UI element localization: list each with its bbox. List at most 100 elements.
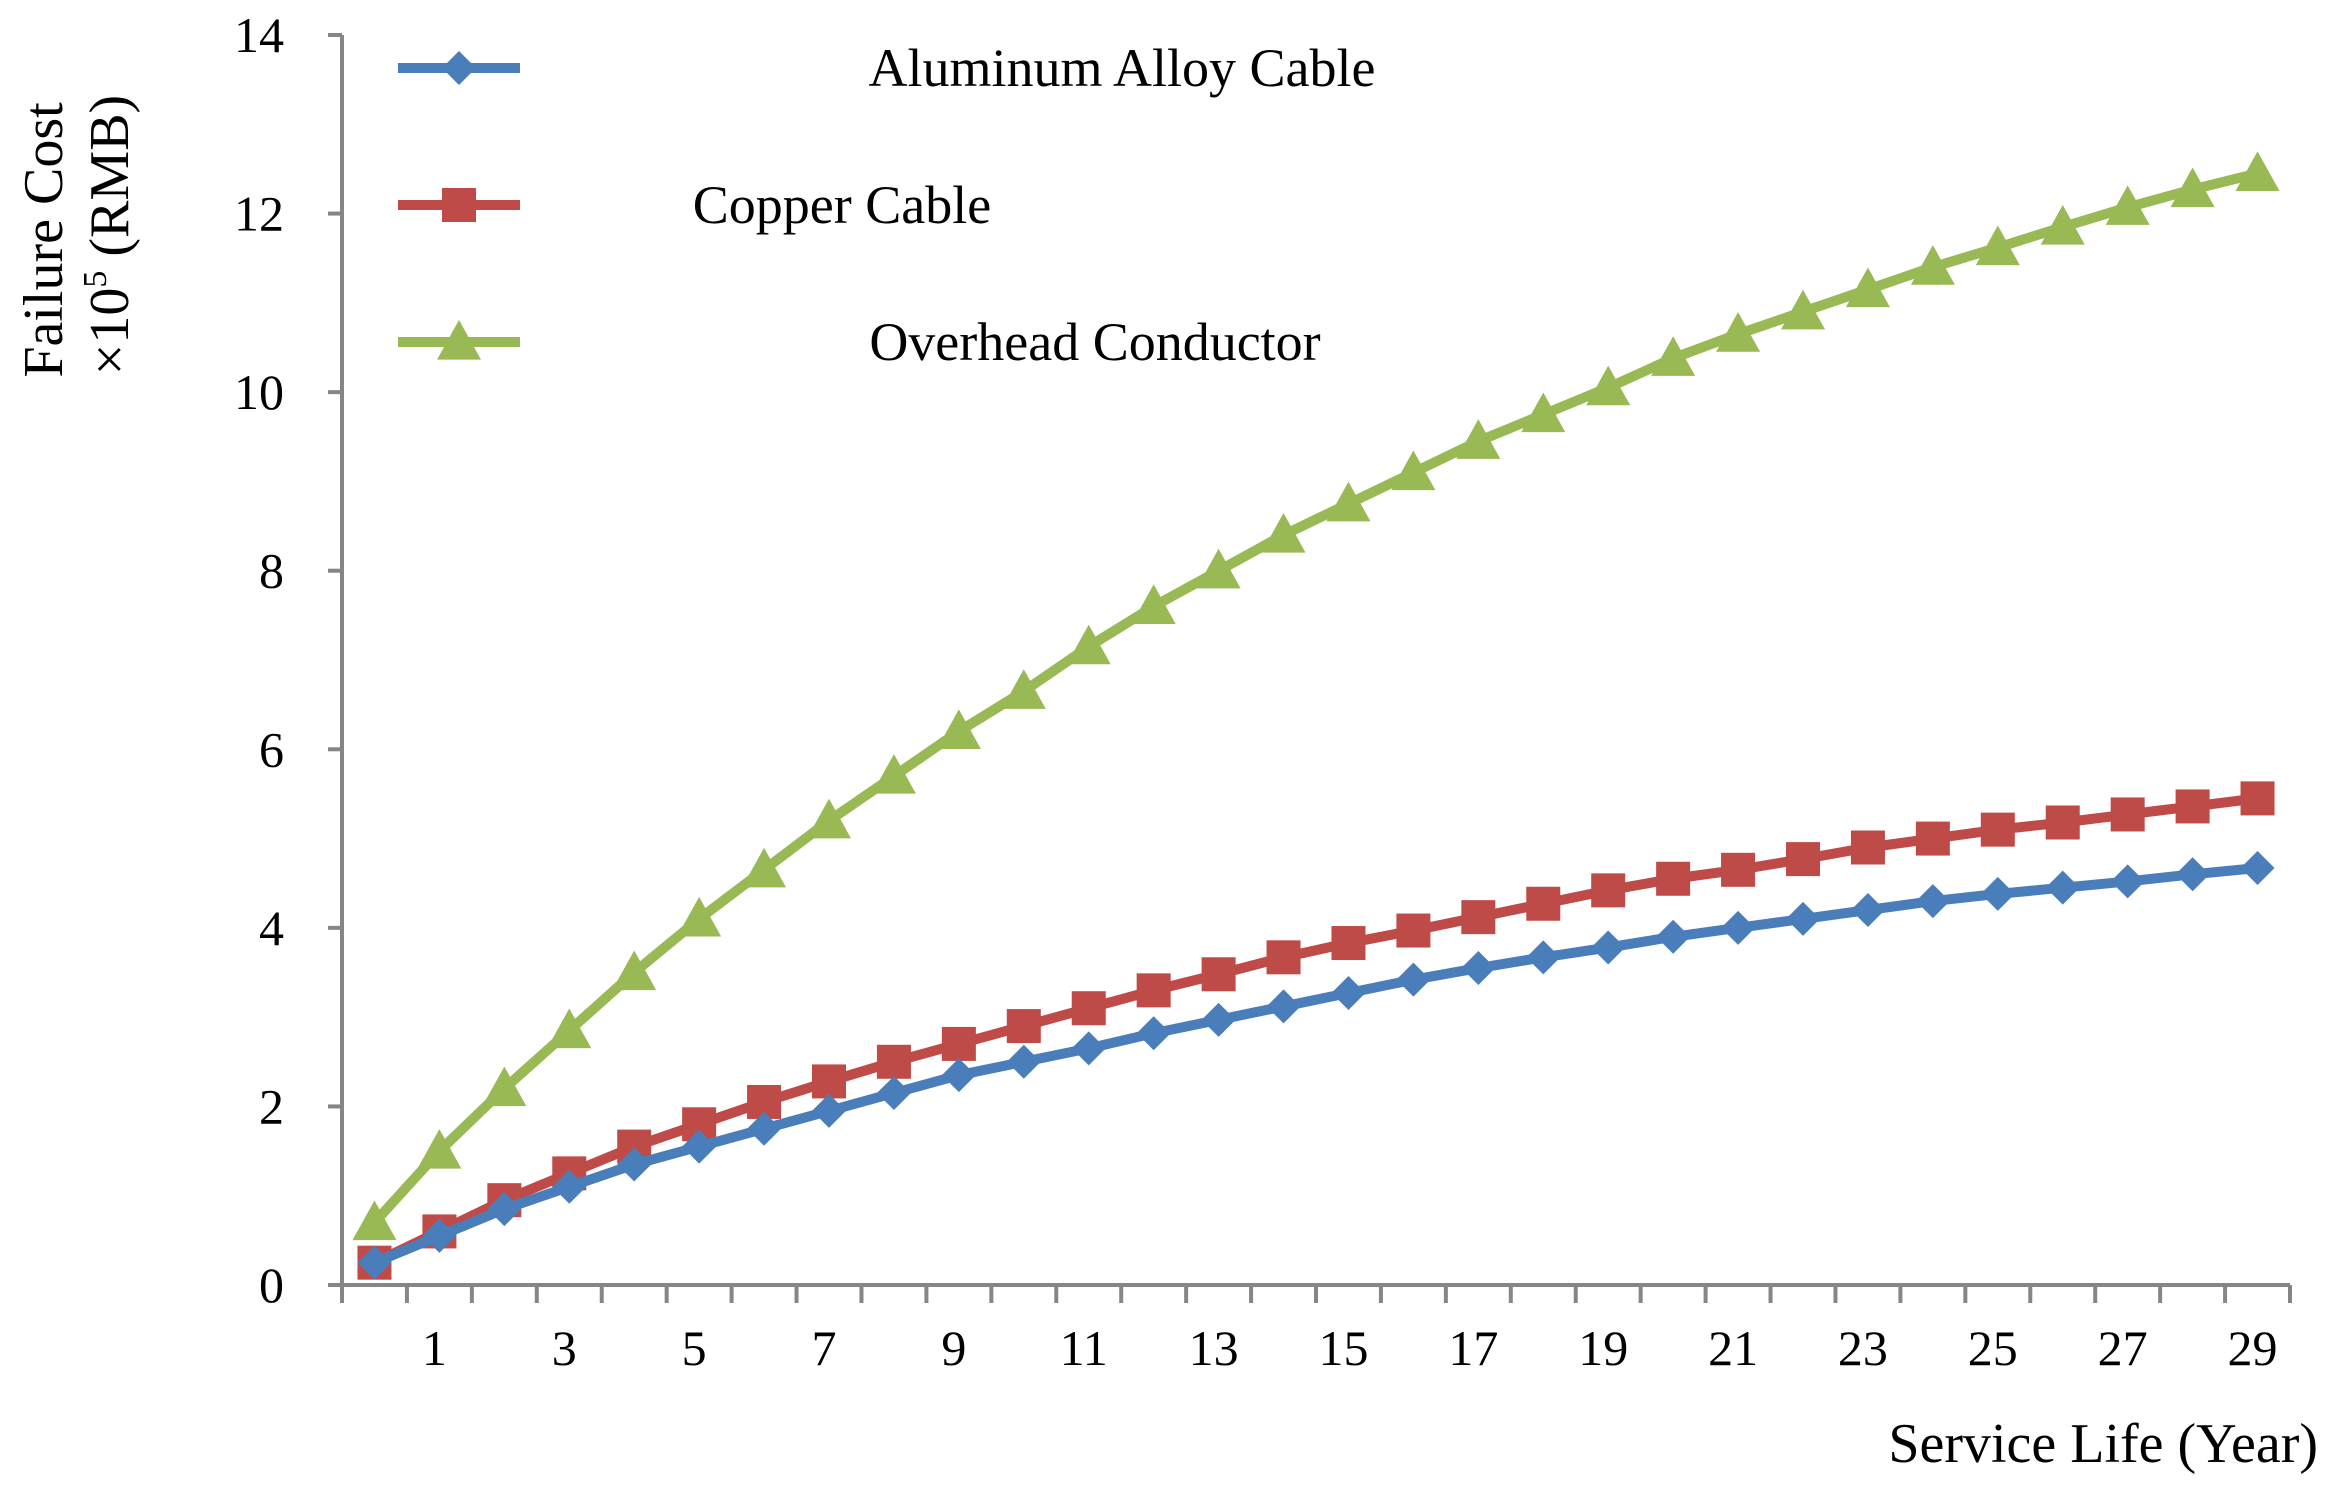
y-tick-label: 2 [259,1078,284,1134]
data-point-square [1850,830,1885,865]
data-point-triangle [742,847,787,888]
data-point-diamond [1071,1031,1106,1066]
data-point-square [2045,805,2080,840]
series-overhead-conductor [352,151,2280,1241]
data-point-diamond [617,1147,652,1182]
data-point-square [1006,1009,1041,1044]
x-tick-label: 15 [1318,1320,1368,1376]
data-point-diamond [1850,893,1885,927]
data-point-diamond [682,1129,717,1164]
x-tick-label: 5 [682,1320,707,1376]
y-axis-title-main: Failure Cost [13,102,75,378]
legend-swatch-marker [442,51,476,85]
data-point-square [1656,861,1691,896]
data-point-diamond [1980,876,2015,911]
x-tick-label: 25 [1968,1320,2018,1376]
y-tick-label: 6 [259,721,284,777]
data-point-square [1915,821,1950,856]
data-point-triangle [1131,584,1176,625]
series-aluminum-alloy-cable [357,851,2275,1280]
data-point-square [1136,973,1171,1008]
data-point-diamond [1136,1016,1171,1051]
data-point-triangle [677,896,722,937]
data-point-diamond [552,1169,587,1204]
y-axis-title-rest: (RMB) [79,95,141,271]
y-axis-title-unit: ×105 (RMB) [77,95,141,375]
data-point-diamond [876,1076,911,1111]
data-point-diamond [1396,962,1431,997]
x-tick-label: 7 [812,1320,837,1376]
data-point-diamond [1266,989,1301,1024]
y-axis-title-exponent: 5 [77,271,114,288]
y-axis-title-group: Failure Cost [13,102,75,378]
data-point-triangle [1326,481,1371,522]
series-group [352,151,2280,1280]
data-point-diamond [2175,857,2210,892]
data-point-square [1980,812,2015,847]
series-line [372,793,2259,1268]
data-point-square [941,1026,976,1061]
data-point-triangle [2235,151,2280,191]
series-line [372,863,2259,1268]
data-point-triangle [1586,365,1631,406]
legend-item: Aluminum Alloy Cable [398,38,1376,98]
data-point-diamond [941,1058,976,1093]
data-point-square [1266,940,1301,975]
data-point-triangle [1391,450,1436,491]
data-point-triangle [2105,185,2150,225]
data-point-triangle [1651,336,1696,376]
data-point-diamond [2240,851,2275,886]
data-point-diamond [2045,870,2080,905]
legend-label: Copper Cable [693,175,991,235]
data-point-diamond [812,1093,846,1128]
x-tick-label: 11 [1060,1320,1108,1376]
data-point-triangle [1001,669,1046,709]
legend-label: Overhead Conductor [869,312,1320,372]
x-tick-label: 9 [941,1320,966,1376]
legend-swatch-marker [442,188,476,222]
data-point-triangle [352,1200,397,1241]
x-tick-label: 23 [1838,1320,1888,1376]
data-point-triangle [936,709,981,750]
x-tick-label: 19 [1578,1320,1628,1376]
data-point-square [1721,852,1756,887]
x-tick-label: 27 [2098,1320,2148,1376]
legend-swatch-marker [437,320,481,360]
data-point-diamond [357,1245,392,1280]
y-axis-title-unit-group: ×105 (RMB) [77,95,141,375]
data-point-diamond [487,1192,522,1227]
data-point-triangle [612,950,657,991]
data-point-square [812,1064,846,1099]
y-tick-label: 8 [259,543,284,599]
data-point-diamond [747,1111,782,1146]
y-tick-label: 0 [259,1257,284,1313]
data-point-square [2110,797,2145,832]
legend-label: Aluminum Alloy Cable [869,38,1376,98]
data-point-diamond [1331,976,1366,1011]
data-point-triangle [1521,392,1566,433]
data-point-triangle [547,1008,592,1049]
data-point-square [1786,842,1820,877]
data-point-diamond [1915,884,1950,919]
series-copper-cable [357,781,2275,1280]
data-point-triangle [2040,204,2085,245]
data-point-triangle [1066,624,1111,665]
data-point-triangle [807,798,851,839]
data-point-triangle [2170,167,2215,208]
data-point-triangle [1196,548,1241,589]
data-point-square [1396,913,1431,948]
data-point-diamond [1786,901,1820,936]
data-point-square [876,1044,911,1079]
x-tick-label: 29 [2228,1320,2278,1376]
data-point-diamond [1591,930,1626,965]
data-point-square [2240,781,2275,816]
data-point-triangle [482,1066,527,1107]
data-point-triangle [417,1129,462,1169]
data-point-diamond [1461,951,1496,986]
data-point-square [1526,886,1561,921]
x-tick-label: 13 [1189,1320,1239,1376]
data-point-square [2175,789,2210,824]
legend-item: Overhead Conductor [398,312,1321,372]
